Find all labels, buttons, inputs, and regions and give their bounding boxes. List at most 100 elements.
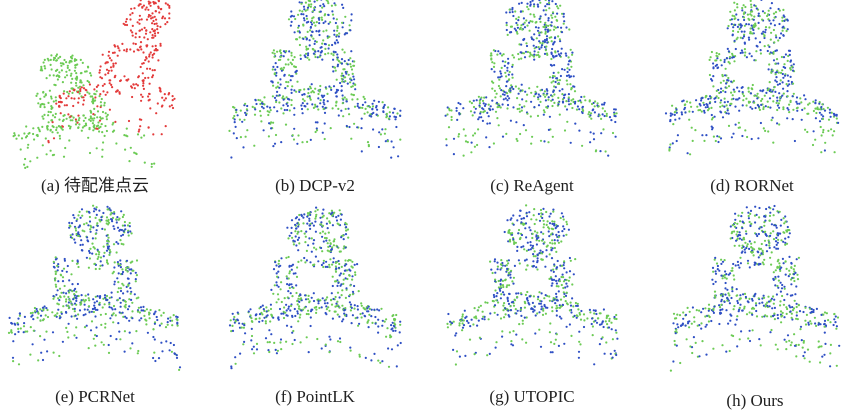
point	[345, 297, 347, 299]
point	[15, 138, 17, 140]
point	[99, 220, 101, 222]
point	[693, 336, 695, 338]
point	[676, 140, 678, 142]
point	[123, 23, 125, 25]
point	[82, 244, 84, 246]
point	[761, 226, 763, 228]
point	[446, 323, 448, 325]
point	[75, 315, 77, 317]
point	[82, 96, 84, 98]
point	[720, 259, 722, 261]
point	[740, 52, 742, 54]
point	[306, 313, 308, 315]
point	[61, 69, 63, 71]
point	[542, 251, 544, 253]
point	[672, 123, 674, 125]
point	[109, 249, 111, 251]
point	[722, 277, 724, 279]
point	[335, 216, 337, 218]
point	[145, 30, 147, 32]
point	[348, 126, 350, 128]
point	[566, 108, 568, 110]
point	[791, 341, 793, 343]
point	[518, 3, 520, 5]
point	[526, 291, 528, 293]
point	[360, 127, 362, 129]
point	[712, 85, 714, 87]
point	[711, 114, 713, 116]
point	[121, 229, 123, 231]
point	[308, 295, 310, 297]
point	[69, 116, 71, 118]
point	[43, 103, 45, 105]
point	[605, 150, 607, 152]
point	[311, 251, 313, 253]
point	[299, 54, 301, 56]
point	[504, 231, 506, 233]
point	[512, 64, 514, 66]
point	[717, 265, 719, 267]
point	[322, 106, 324, 108]
point	[478, 306, 480, 308]
point	[553, 263, 555, 265]
point	[235, 363, 237, 365]
point	[764, 12, 766, 14]
point	[53, 137, 55, 139]
point	[137, 21, 139, 23]
point	[549, 37, 551, 39]
point	[741, 135, 743, 137]
point	[722, 116, 724, 118]
point	[316, 121, 318, 123]
point	[473, 100, 475, 102]
point	[346, 269, 348, 271]
point	[42, 144, 44, 146]
point	[299, 314, 301, 316]
point	[593, 138, 595, 140]
point	[99, 265, 101, 267]
point	[533, 54, 535, 56]
point	[176, 322, 178, 324]
point	[749, 311, 751, 313]
point	[509, 11, 511, 13]
point	[486, 123, 488, 125]
point	[519, 237, 521, 239]
point	[74, 67, 76, 69]
point	[748, 19, 750, 21]
point	[171, 320, 173, 322]
point	[342, 7, 344, 9]
point	[546, 224, 548, 226]
point	[341, 80, 343, 82]
point	[501, 54, 503, 56]
point	[526, 215, 528, 217]
point	[157, 59, 159, 61]
point	[297, 30, 299, 32]
point	[509, 90, 511, 92]
point	[149, 83, 151, 85]
point	[120, 266, 122, 268]
point	[519, 215, 521, 217]
point	[310, 27, 312, 29]
point	[553, 64, 555, 66]
point	[138, 319, 140, 321]
point	[303, 17, 305, 19]
point	[781, 287, 783, 289]
point	[529, 30, 531, 32]
point	[75, 326, 77, 328]
point	[77, 87, 79, 89]
point	[824, 326, 826, 328]
point	[123, 230, 125, 232]
point	[157, 32, 159, 34]
point	[594, 105, 596, 107]
point	[559, 90, 561, 92]
point	[275, 62, 277, 64]
point	[731, 286, 733, 288]
point	[343, 238, 345, 240]
point	[52, 154, 54, 156]
point	[774, 17, 776, 19]
point	[772, 230, 774, 232]
point	[446, 144, 448, 146]
point	[801, 339, 803, 341]
point	[290, 79, 292, 81]
point	[574, 258, 576, 260]
point	[50, 54, 52, 56]
